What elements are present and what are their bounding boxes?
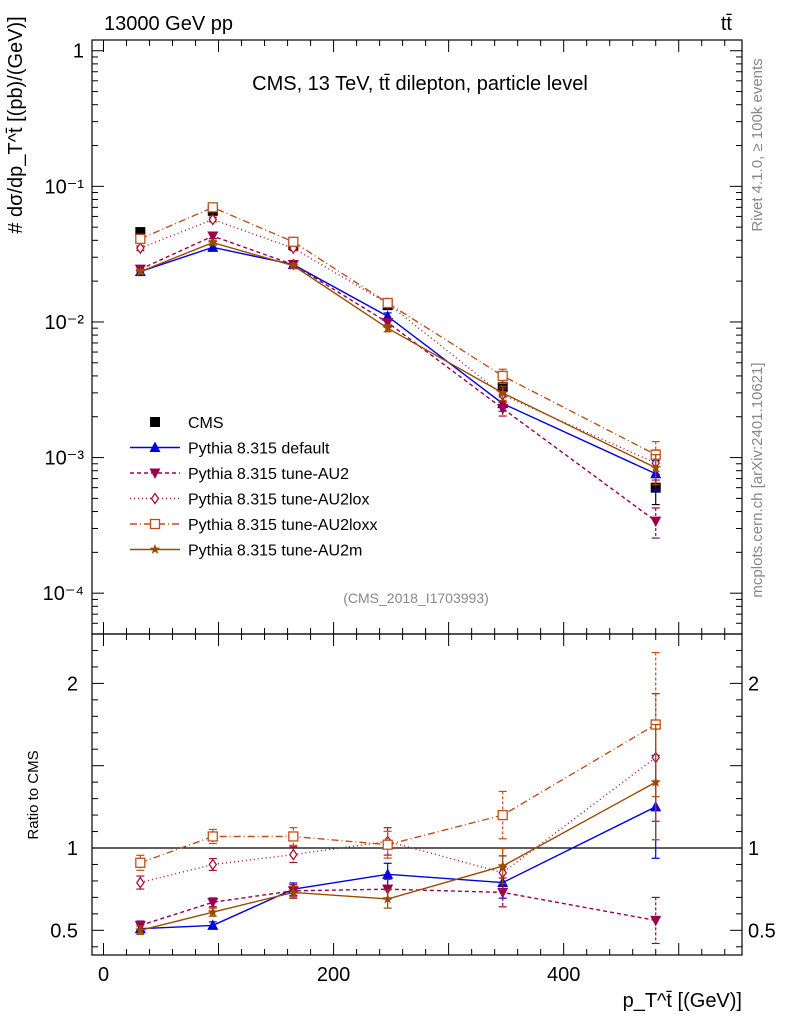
main-point-pythia-8-315-tune-au2loxx [288, 236, 299, 247]
ratio-point-pythia-8-315-default [207, 919, 219, 930]
main-point-pythia-8-315-tune-au2loxx [207, 202, 218, 213]
main-panel: 10⁻⁴ 10⁻³ 10⁻² 10⁻¹ 1 [43, 39, 743, 635]
ratio-line-pythia-8-315-tune-au2lox [140, 756, 657, 884]
legend-marker [149, 518, 161, 530]
ratio-point-pythia-8-315-tune-au2lox [136, 876, 145, 889]
main-point-pythia-8-315-tune-au2lox [208, 213, 218, 226]
legend-label: Pythia 8.315 default [188, 441, 330, 458]
legend-label: Pythia 8.315 tune-AU2loxx [188, 517, 377, 534]
ratio-y-tick-label-right: 0.5 [748, 920, 776, 942]
mcplots-label: mcplots.cern.ch [arXiv:2401.10621] [749, 362, 766, 597]
ratio-point-pythia-8-315-default [382, 868, 394, 879]
ratio-line-pythia-8-315-tune-au2loxx [140, 723, 657, 864]
main-line-pythia-8-315-tune-au2m [140, 241, 657, 469]
chart-title: CMS, 13 TeV, tt̄ dilepton, particle leve… [252, 73, 588, 95]
legend-marker [150, 417, 160, 427]
x-axis-label: p_T^t̄ [(GeV)] [623, 990, 742, 1012]
ratio-line-pythia-8-315-tune-au2 [140, 888, 656, 927]
main-point-pythia-8-315-tune-au2m [497, 387, 508, 398]
ratio-point-pythia-8-315-tune-au2m [382, 893, 393, 904]
main-point-cms [135, 227, 146, 238]
main-point-pythia-8-315-tune-au2m [382, 322, 393, 333]
main-y-label: # dσ/dp_T^t̄ [(pb)/(GeV)] [5, 16, 27, 233]
legend-marker [149, 468, 161, 479]
process-label: tt̄ [721, 13, 733, 35]
ratio-line-pythia-8-315-default [140, 806, 657, 930]
ratio-line-pythia-8-315-tune-au2m [140, 781, 657, 931]
ratio-point-pythia-8-315-tune-au2lox [208, 858, 218, 871]
ratio-plot-frame [91, 633, 743, 956]
ratio-point-pythia-8-315-tune-au2lox [289, 848, 298, 861]
ratio-y-tick-label-right: 2 [748, 673, 759, 695]
main-point-pythia-8-315-default [207, 241, 219, 252]
y-tick-label: 10⁻³ [45, 448, 85, 470]
ratio-y-tick-label-right: 1 [748, 838, 759, 860]
legend: CMS Pythia 8.315 default Pythia 8.315 tune… [130, 415, 377, 560]
main-point-pythia-8-315-tune-au2m [207, 237, 218, 247]
ratio-point-pythia-8-315-tune-au2loxx [497, 809, 508, 821]
ratio-point-pythia-8-315-tune-au2loxx [382, 839, 393, 850]
rivet-label: Rivet 4.1.0, ≥ 100k events [749, 58, 766, 231]
main-point-pythia-8-315-tune-au2m [288, 260, 299, 271]
main-point-pythia-8-315-tune-au2loxx [382, 297, 393, 309]
y-tick-label: 10⁻¹ [45, 176, 85, 198]
x-tick-label: 0 [98, 964, 109, 986]
legend-label: Pythia 8.315 tune-AU2 [188, 466, 349, 483]
main-point-pythia-8-315-tune-au2lox [136, 242, 145, 255]
legend-label: Pythia 8.315 tune-AU2m [188, 543, 362, 560]
main-point-pythia-8-315-tune-au2 [497, 404, 509, 415]
legend-label: CMS [188, 415, 224, 432]
legend-marker [150, 492, 160, 505]
ratio-point-pythia-8-315-tune-au2loxx [135, 857, 146, 868]
y-tick-label: 10⁻² [45, 312, 85, 334]
ratio-panel: 0 200 400 0.5 0.5 1 1 2 2 [50, 633, 776, 986]
ratio-point-pythia-8-315-tune-au2m [288, 886, 299, 897]
legend-marker [149, 441, 161, 452]
main-point-pythia-8-315-tune-au2 [207, 231, 219, 243]
main-point-pythia-8-315-tune-au2m [135, 266, 146, 277]
x-tick-label: 400 [547, 964, 580, 986]
ratio-point-pythia-8-315-tune-au2 [207, 897, 219, 909]
main-line-pythia-8-315-default [140, 246, 656, 475]
ratio-point-pythia-8-315-tune-au2m [135, 924, 146, 935]
y-tick-label: 10⁻⁴ [43, 583, 84, 605]
main-point-pythia-8-315-tune-au2loxx [135, 233, 146, 245]
main-point-pythia-8-315-tune-au2m [650, 462, 661, 473]
main-line-pythia-8-315-tune-au2lox [140, 218, 656, 464]
ratio-point-pythia-8-315-tune-au2m [650, 776, 661, 787]
legend-marker [149, 544, 161, 554]
ratio-y-tick-label: 0.5 [50, 920, 78, 942]
ratio-point-pythia-8-315-tune-au2m [207, 906, 218, 917]
ratio-point-pythia-8-315-tune-au2 [650, 915, 662, 927]
ratio-y-tick-label: 1 [67, 838, 78, 860]
energy-label: 13000 GeV pp [104, 13, 233, 35]
ratio-point-pythia-8-315-tune-au2loxx [288, 831, 299, 842]
main-point-pythia-8-315-tune-au2loxx [497, 370, 508, 382]
analysis-id: (CMS_2018_I1703993) [343, 590, 489, 606]
main-line-pythia-8-315-tune-au2 [140, 235, 657, 522]
ratio-point-pythia-8-315-tune-au2m [497, 860, 508, 871]
ratio-y-label: Ratio to CMS [25, 750, 42, 839]
ratio-y-tick-label: 2 [67, 673, 78, 695]
legend-label: Pythia 8.315 tune-AU2lox [188, 492, 369, 509]
x-tick-label: 200 [317, 964, 350, 986]
y-tick-label: 1 [73, 41, 84, 63]
ratio-point-pythia-8-315-tune-au2loxx [207, 831, 218, 842]
main-point-pythia-8-315-tune-au2 [650, 516, 662, 528]
ratio-point-pythia-8-315-tune-au2 [497, 887, 509, 899]
